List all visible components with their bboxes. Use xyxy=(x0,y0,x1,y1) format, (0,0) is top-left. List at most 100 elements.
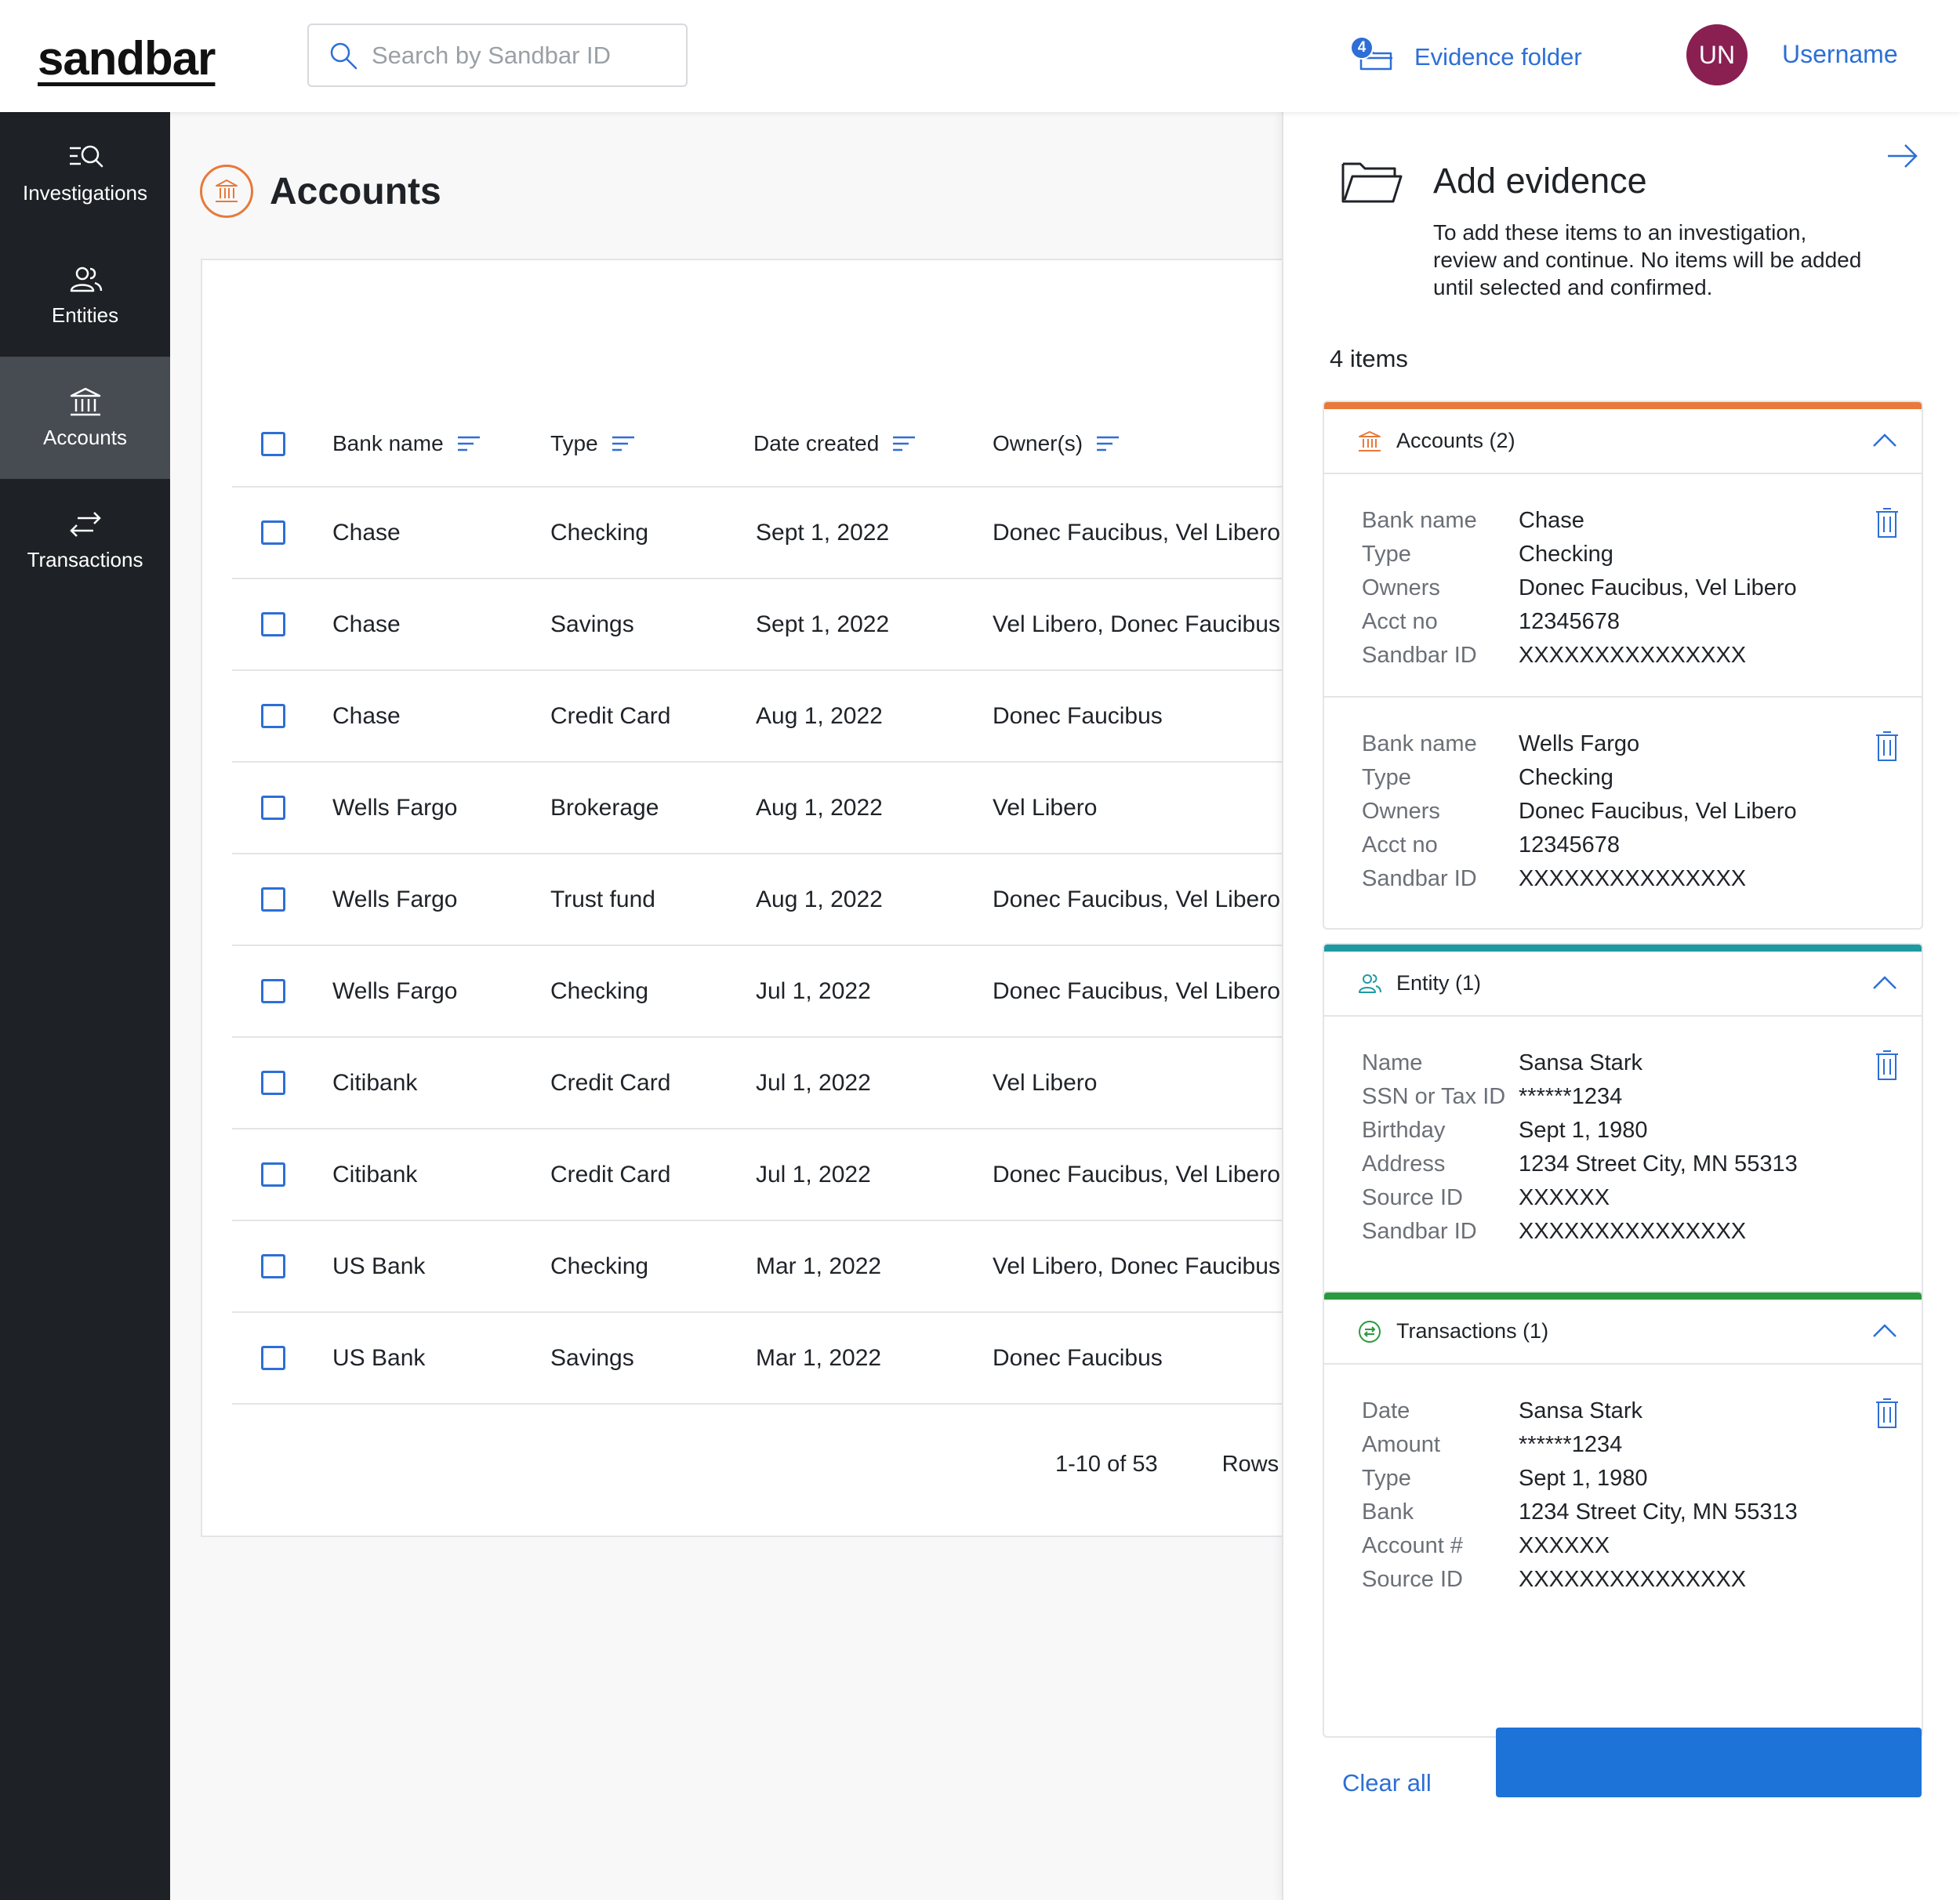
evidence-record: Date Sansa Stark Amount ******1234 Type Sep… xyxy=(1324,1365,1922,1597)
arrow-right-icon[interactable] xyxy=(1883,137,1921,175)
field-label: Date xyxy=(1362,1398,1410,1423)
cell-type: Checking xyxy=(550,519,649,546)
table-row[interactable]: US Bank Savings Mar 1, 2022 Donec Faucib… xyxy=(232,1313,1330,1405)
row-checkbox[interactable] xyxy=(261,612,285,636)
column-header-type[interactable]: Type xyxy=(550,431,636,456)
sidebar-item-investigations[interactable]: Investigations xyxy=(0,112,170,234)
item-count: 4 items xyxy=(1330,345,1408,372)
cell-bank-name: Chase xyxy=(332,611,401,637)
trash-icon[interactable] xyxy=(1875,1398,1900,1429)
group-header[interactable]: Entity (1) xyxy=(1324,952,1922,1017)
row-checkbox[interactable] xyxy=(261,1254,285,1278)
field-label: Address xyxy=(1362,1151,1446,1177)
row-checkbox[interactable] xyxy=(261,1346,285,1370)
cell-owners: Vel Libero xyxy=(993,1069,1098,1096)
row-checkbox[interactable] xyxy=(261,887,285,912)
cell-type: Credit Card xyxy=(550,702,671,729)
row-checkbox[interactable] xyxy=(261,520,285,545)
continue-button[interactable] xyxy=(1496,1728,1922,1797)
cell-type: Checking xyxy=(550,977,649,1004)
cell-bank-name: Chase xyxy=(332,519,401,546)
row-checkbox[interactable] xyxy=(261,704,285,728)
search-box[interactable] xyxy=(307,24,688,87)
table-row[interactable]: Citibank Credit Card Jul 1, 2022 Vel Lib… xyxy=(232,1038,1330,1129)
trash-icon[interactable] xyxy=(1875,1050,1900,1081)
field-label: Acct no xyxy=(1362,609,1438,634)
search-input[interactable] xyxy=(372,41,670,70)
chevron-up-icon[interactable] xyxy=(1871,1321,1898,1340)
cell-date-created: Mar 1, 2022 xyxy=(756,1344,882,1371)
cell-date-created: Jul 1, 2022 xyxy=(756,1161,871,1188)
cell-type: Credit Card xyxy=(550,1069,671,1096)
sort-icon[interactable] xyxy=(1095,434,1120,453)
column-header-owners[interactable]: Owner(s) xyxy=(993,431,1120,456)
trash-icon[interactable] xyxy=(1875,731,1900,762)
sidebar-item-transactions[interactable]: Transactions xyxy=(0,479,170,601)
clear-all-link[interactable]: Clear all xyxy=(1342,1769,1432,1797)
group-header[interactable]: Accounts (2) xyxy=(1324,409,1922,474)
sort-icon[interactable] xyxy=(891,434,916,453)
table-row[interactable]: Wells Fargo Checking Jul 1, 2022 Donec F… xyxy=(232,946,1330,1038)
group-header[interactable]: Transactions (1) xyxy=(1324,1300,1922,1365)
sidebar-item-entities[interactable]: Entities xyxy=(0,234,170,357)
group-color-bar xyxy=(1324,945,1922,952)
pagination-range: 1-10 of 53 xyxy=(1055,1452,1158,1477)
row-checkbox[interactable] xyxy=(261,1071,285,1095)
sort-icon[interactable] xyxy=(611,434,636,453)
cell-bank-name: Citibank xyxy=(332,1069,418,1096)
field-value: 12345678 xyxy=(1519,609,1621,634)
column-header-label: Type xyxy=(550,431,598,455)
field-row: Bank name Chase xyxy=(1362,504,1922,538)
field-label: Owners xyxy=(1362,799,1440,824)
cell-owners: Donec Faucibus, Vel Libero xyxy=(993,1161,1280,1188)
column-header-date-created[interactable]: Date created xyxy=(753,431,916,456)
cell-bank-name: Citibank xyxy=(332,1161,418,1188)
select-all-checkbox[interactable] xyxy=(261,431,285,456)
trash-icon[interactable] xyxy=(1875,507,1900,538)
evidence-record: Bank name Chase Type Checking Owners Donec … xyxy=(1324,474,1922,696)
row-checkbox[interactable] xyxy=(261,1162,285,1187)
cell-date-created: Aug 1, 2022 xyxy=(756,886,883,912)
table-row[interactable]: Chase Savings Sept 1, 2022 Vel Libero, D… xyxy=(232,579,1330,671)
field-label: Owners xyxy=(1362,575,1440,600)
column-header-bank-name[interactable]: Bank name xyxy=(332,431,481,456)
cell-owners: Donec Faucibus xyxy=(993,1344,1163,1371)
sidebar-item-accounts[interactable]: Accounts xyxy=(0,357,170,479)
cell-type: Checking xyxy=(550,1253,649,1279)
field-row: Acct no 12345678 xyxy=(1362,829,1922,862)
group-title: Accounts (2) xyxy=(1396,429,1515,452)
table-row[interactable]: US Bank Checking Mar 1, 2022 Vel Libero,… xyxy=(232,1221,1330,1313)
username-link[interactable]: Username xyxy=(1782,40,1898,68)
table-row[interactable]: Chase Checking Sept 1, 2022 Donec Faucib… xyxy=(232,488,1330,579)
field-row: Address 1234 Street City, MN 55313 xyxy=(1362,1148,1922,1181)
evidence-folder-link[interactable]: 4 Evidence folder xyxy=(1350,36,1582,77)
cell-owners: Vel Libero, Donec Faucibus xyxy=(993,1253,1280,1279)
sort-icon[interactable] xyxy=(456,434,481,453)
field-row: Owners Donec Faucibus, Vel Libero xyxy=(1362,795,1922,829)
field-row: SSN or Tax ID ******1234 xyxy=(1362,1080,1922,1114)
row-checkbox[interactable] xyxy=(261,796,285,820)
rows-per-page-label[interactable]: Rows xyxy=(1221,1452,1279,1477)
cell-type: Trust fund xyxy=(550,886,655,912)
chevron-up-icon[interactable] xyxy=(1871,430,1898,449)
row-checkbox[interactable] xyxy=(261,979,285,1003)
chevron-up-icon[interactable] xyxy=(1871,973,1898,992)
field-row: Sandbar ID XXXXXXXXXXXXXXX xyxy=(1362,639,1922,673)
field-value: Sept 1, 1980 xyxy=(1519,1118,1648,1143)
table-row[interactable]: Chase Credit Card Aug 1, 2022 Donec Fauc… xyxy=(232,671,1330,763)
field-value: 1234 Street City, MN 55313 xyxy=(1519,1151,1798,1177)
evidence-record: Name Sansa Stark SSN or Tax ID ******1234 … xyxy=(1324,1017,1922,1249)
table-row[interactable]: Wells Fargo Brokerage Aug 1, 2022 Vel Li… xyxy=(232,763,1330,854)
field-row: Account # XXXXXX xyxy=(1362,1529,1922,1563)
table-header-row: Bank name Type Date created Owner(s) xyxy=(232,401,1330,488)
sidebar-item-label: Investigations xyxy=(23,180,147,205)
table-row[interactable]: Citibank Credit Card Jul 1, 2022 Donec F… xyxy=(232,1129,1330,1221)
entities-icon xyxy=(70,267,102,292)
sandbar-logo[interactable]: sandbar xyxy=(38,32,216,85)
avatar[interactable]: UN xyxy=(1686,24,1748,85)
field-value: Sansa Stark xyxy=(1519,1050,1642,1075)
field-value: Checking xyxy=(1519,765,1613,790)
evidence-group-transactions: Transactions (1) Date Sansa Stark Amount *… xyxy=(1323,1291,1923,1738)
table-row[interactable]: Wells Fargo Trust fund Aug 1, 2022 Donec… xyxy=(232,854,1330,946)
group-title: Entity (1) xyxy=(1396,971,1482,995)
